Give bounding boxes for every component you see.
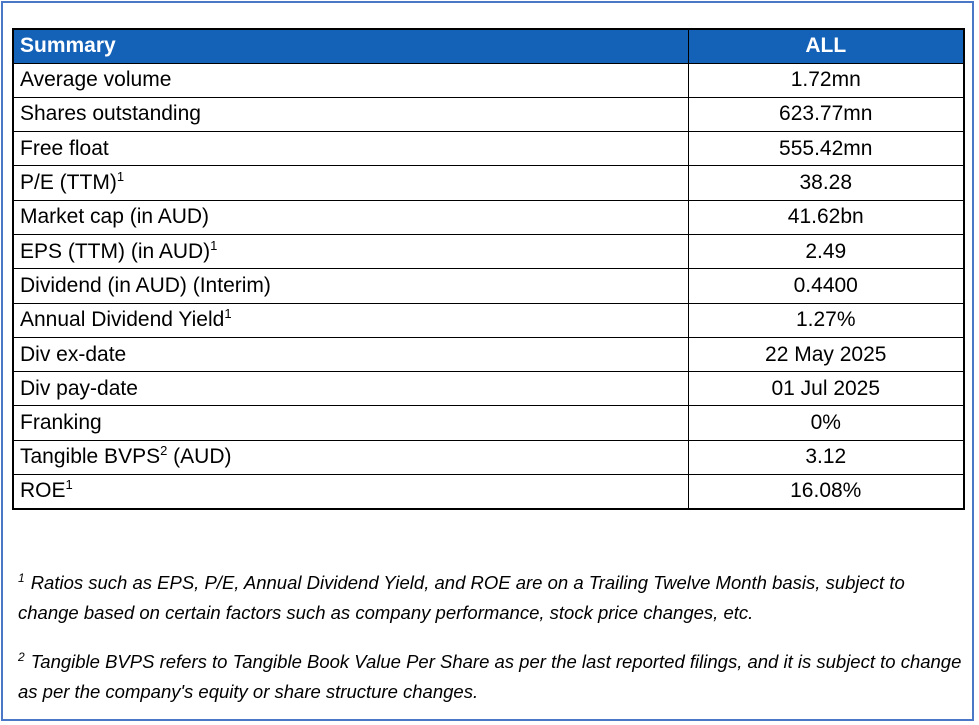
row-value: 555.42mn xyxy=(687,131,965,167)
footnote-ref: 1 xyxy=(224,306,232,322)
footnote-ref: 1 xyxy=(65,477,73,493)
row-label: Div pay-date xyxy=(12,371,689,407)
row-value: 1.72mn xyxy=(687,62,965,98)
row-label-text: Franking xyxy=(20,411,102,435)
row-value: 0% xyxy=(687,405,965,441)
row-label-text: Div ex-date xyxy=(20,342,127,366)
row-label-text: Tangible BVPS xyxy=(20,445,161,469)
footnote-marker: 2 xyxy=(18,649,25,664)
table-row: Average volume 1.72mn xyxy=(12,62,965,98)
row-value: 01 Jul 2025 xyxy=(687,371,965,407)
footnote-text: Tangible BVPS refers to Tangible Book Va… xyxy=(18,651,962,702)
row-label: Franking xyxy=(12,405,689,441)
table-row: P/E (TTM)1 38.28 xyxy=(12,165,965,201)
table-row: Market cap (in AUD) 41.62bn xyxy=(12,199,965,235)
row-label: Div ex-date xyxy=(12,336,689,373)
footnote-ref: 2 xyxy=(160,443,168,459)
row-label-text: P/E (TTM) xyxy=(20,171,117,195)
row-value: 41.62bn xyxy=(687,199,965,235)
table-row: Franking 0% xyxy=(12,405,965,441)
table-row: Shares outstanding 623.77mn xyxy=(12,96,965,133)
row-label: Tangible BVPS2 (AUD) xyxy=(12,439,689,476)
table-row: Div pay-date 01 Jul 2025 xyxy=(12,371,965,407)
row-label-text: ROE xyxy=(20,479,66,503)
header-label: Summary xyxy=(12,28,689,64)
footnote-text: Ratios such as EPS, P/E, Annual Dividend… xyxy=(18,572,905,623)
summary-table: Summary ALL Average volume 1.72mn Shares o… xyxy=(12,28,965,510)
table-row: EPS (TTM) (in AUD)1 2.49 xyxy=(12,233,965,270)
table-row: Tangible BVPS2 (AUD) 3.12 xyxy=(12,439,965,476)
row-value: 3.12 xyxy=(687,439,965,476)
footnote-ref: 1 xyxy=(210,237,218,253)
row-label-text: Free float xyxy=(20,136,109,160)
row-value: 1.27% xyxy=(687,302,965,338)
row-label: Free float xyxy=(12,131,689,167)
row-label: ROE1 xyxy=(12,474,689,510)
table-row: Div ex-date 22 May 2025 xyxy=(12,336,965,373)
row-label-text: Market cap (in AUD) xyxy=(20,205,210,229)
row-label-text: Dividend (in AUD) (Interim) xyxy=(20,273,271,297)
footnote-2: 2 Tangible BVPS refers to Tangible Book V… xyxy=(18,647,968,707)
row-label: Dividend (in AUD) (Interim) xyxy=(12,268,689,304)
row-label-text: Shares outstanding xyxy=(20,102,201,126)
footnote-ref: 1 xyxy=(116,169,125,185)
row-value: 38.28 xyxy=(687,165,965,201)
row-label-text: EPS (TTM) (in AUD) xyxy=(20,239,211,263)
row-label: EPS (TTM) (in AUD)1 xyxy=(12,233,689,270)
row-value: 22 May 2025 xyxy=(687,336,965,373)
row-label: Market cap (in AUD) xyxy=(12,199,689,235)
table-row: ROE1 16.08% xyxy=(12,474,965,510)
table-row: Dividend (in AUD) (Interim) 0.4400 xyxy=(12,268,965,304)
row-value: 2.49 xyxy=(687,233,965,270)
row-label: Annual Dividend Yield1 xyxy=(12,302,689,338)
row-label-text: Div pay-date xyxy=(20,376,138,400)
footnote-1: 1 Ratios such as EPS, P/E, Annual Dividen… xyxy=(18,568,968,628)
row-value: 16.08% xyxy=(687,474,965,510)
table-header-row: Summary ALL xyxy=(12,28,965,64)
row-label: P/E (TTM)1 xyxy=(12,165,689,201)
row-value: 0.4400 xyxy=(687,268,965,304)
row-label-text: Average volume xyxy=(20,68,172,92)
table-row: Annual Dividend Yield1 1.27% xyxy=(12,302,965,338)
header-value: ALL xyxy=(687,28,965,64)
row-label-suffix: (AUD) xyxy=(167,445,232,469)
footnote-marker: 1 xyxy=(18,570,25,585)
row-label: Shares outstanding xyxy=(12,96,689,133)
row-label: Average volume xyxy=(12,62,689,98)
row-label-text: Annual Dividend Yield xyxy=(20,308,225,332)
table-row: Free float 555.42mn xyxy=(12,131,965,167)
row-value: 623.77mn xyxy=(687,96,965,133)
